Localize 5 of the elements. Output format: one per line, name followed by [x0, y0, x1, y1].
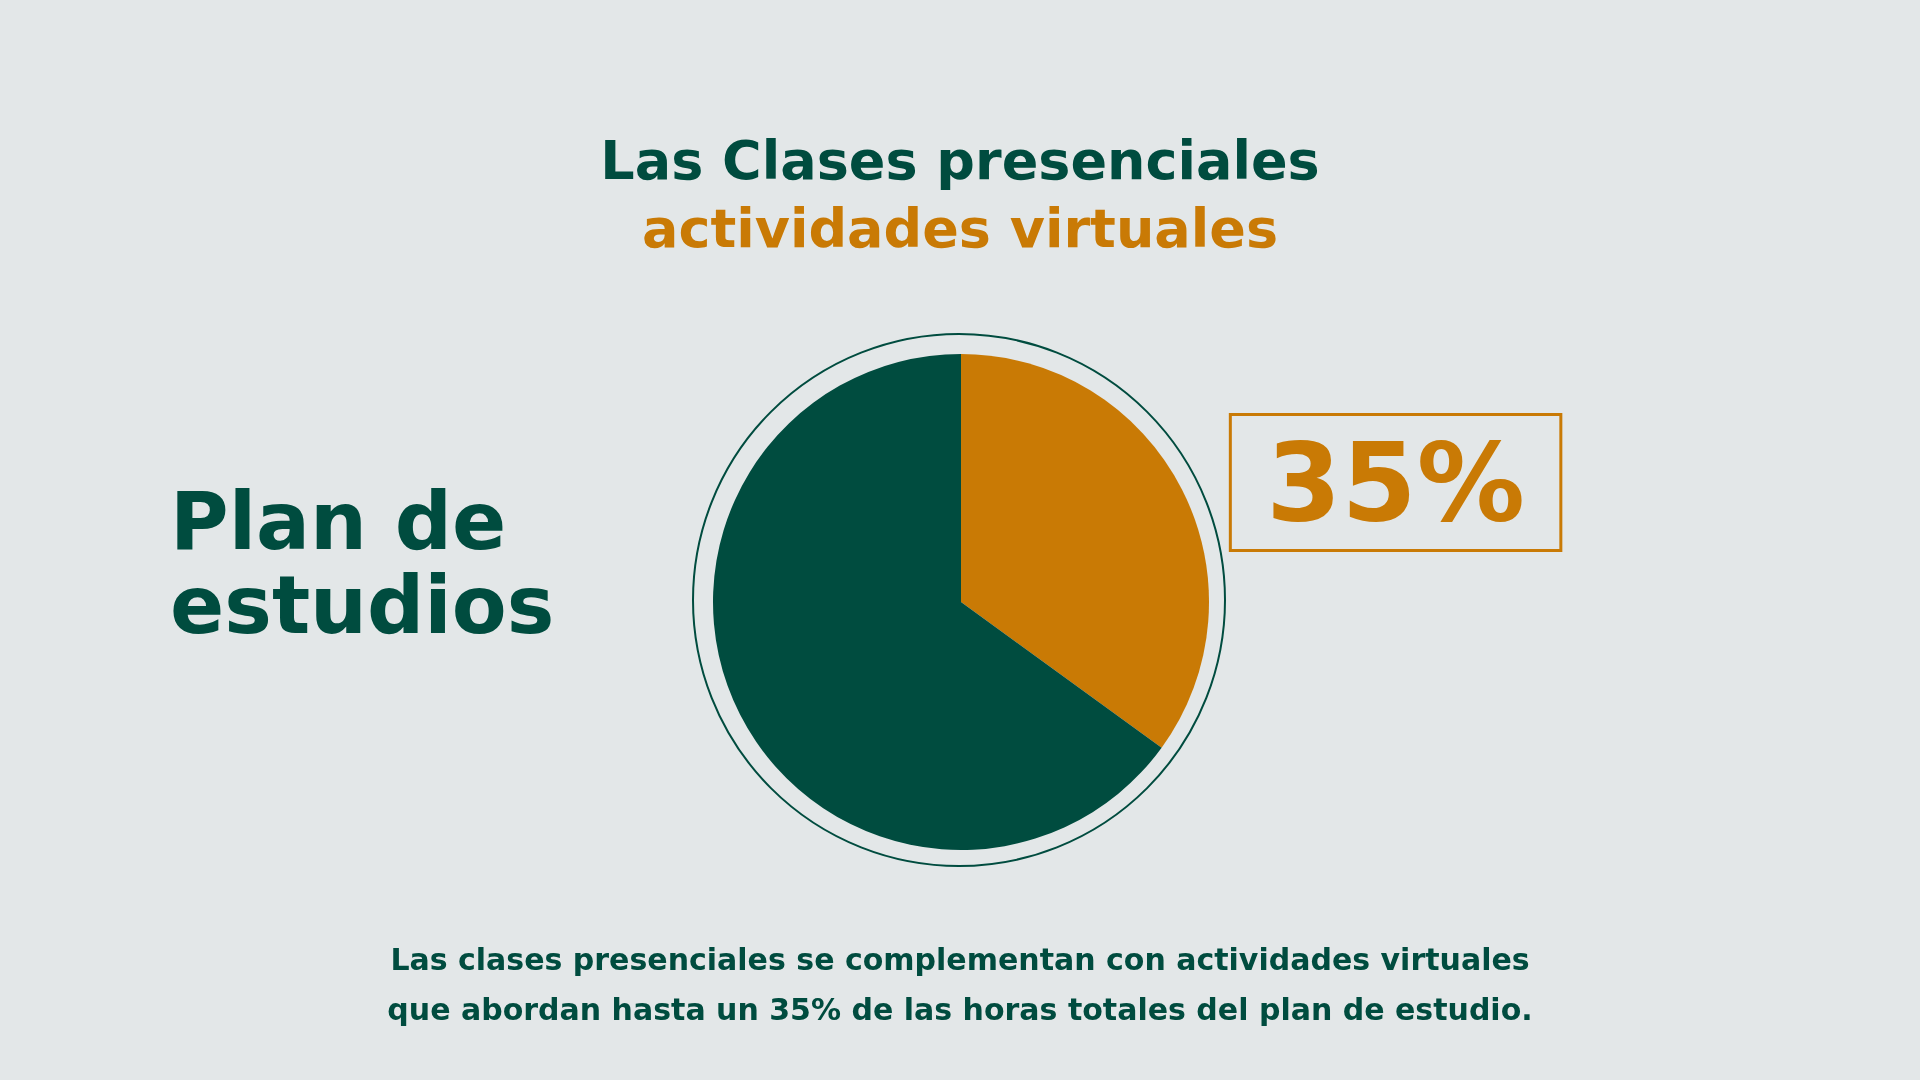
- data-label: 35%: [1266, 420, 1525, 546]
- text: Las clases presenciales se complementan con actividades virtuales que abordan hasta un 35% de las horas totales del plan de estudio.: [386, 941, 1534, 1029]
- text: Plan de estudios: [170, 475, 556, 652]
- chart-title: Las Clases presenciales: [600, 128, 1320, 192]
- chart-subtitle: actividades virtuales: [641, 196, 1279, 260]
